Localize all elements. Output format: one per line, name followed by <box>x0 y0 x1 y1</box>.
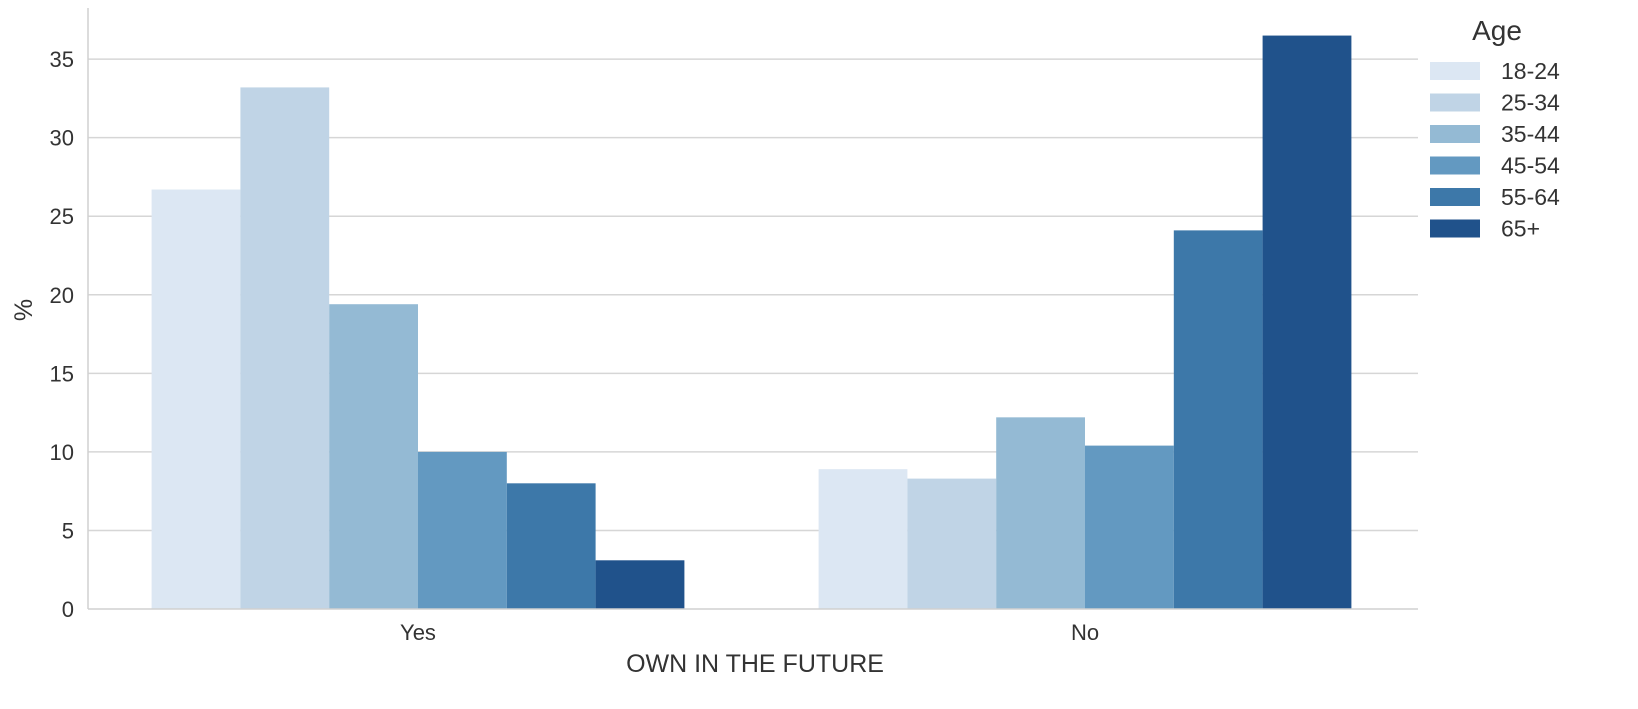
legend-label: 55-64 <box>1501 184 1560 210</box>
legend-swatch <box>1430 62 1480 80</box>
legend-items: 18-24 25-34 35-44 45-54 55-64 65+ <box>1430 58 1560 242</box>
y-tick-label: 25 <box>50 204 74 229</box>
legend-swatch <box>1430 188 1480 206</box>
x-tick-label: No <box>1071 620 1099 645</box>
legend-label: 45-54 <box>1501 153 1560 179</box>
legend-label: 35-44 <box>1501 121 1560 147</box>
y-tick-label: 35 <box>50 47 74 72</box>
legend-label: 18-24 <box>1501 58 1560 84</box>
y-tick-label: 20 <box>50 283 74 308</box>
y-tick-label: 10 <box>50 440 74 465</box>
bar-no-45-54 <box>1085 445 1174 609</box>
bars <box>151 35 1352 610</box>
legend-swatch <box>1430 125 1480 143</box>
legend-swatch <box>1430 219 1480 238</box>
bar-no-18-24 <box>818 469 908 609</box>
legend-label: 25-34 <box>1501 90 1560 116</box>
bar-no-65plus <box>1262 35 1352 609</box>
y-tick-label: 15 <box>50 361 74 386</box>
bar-yes-35-44 <box>329 304 418 609</box>
axes <box>87 8 1418 610</box>
y-tick-label: 0 <box>62 597 74 622</box>
bar-yes-45-54 <box>418 451 507 609</box>
y-axis-title: % <box>10 299 38 321</box>
x-axis-title: OWN IN THE FUTURE <box>626 650 884 678</box>
legend-title: Age <box>1472 15 1522 46</box>
y-tick-label: 5 <box>62 518 74 543</box>
bar-no-55-64 <box>1173 230 1263 609</box>
tick-labels: 0 5 10 15 20 25 30 35 Yes No <box>50 47 1100 645</box>
y-tick-label: 30 <box>50 126 74 151</box>
legend-swatch <box>1430 93 1480 112</box>
legend: Age 18-24 25-34 35-44 45-54 55-64 65+ <box>1430 15 1560 242</box>
legend-swatch <box>1430 156 1480 175</box>
bar-no-25-34 <box>907 478 997 609</box>
bar-yes-18-24 <box>151 189 241 610</box>
bar-yes-25-34 <box>240 87 330 610</box>
legend-label: 65+ <box>1501 216 1540 242</box>
bar-yes-55-64 <box>506 483 596 609</box>
bar-yes-65plus <box>595 560 685 609</box>
bar-no-35-44 <box>996 417 1085 609</box>
x-tick-label: Yes <box>400 620 436 645</box>
